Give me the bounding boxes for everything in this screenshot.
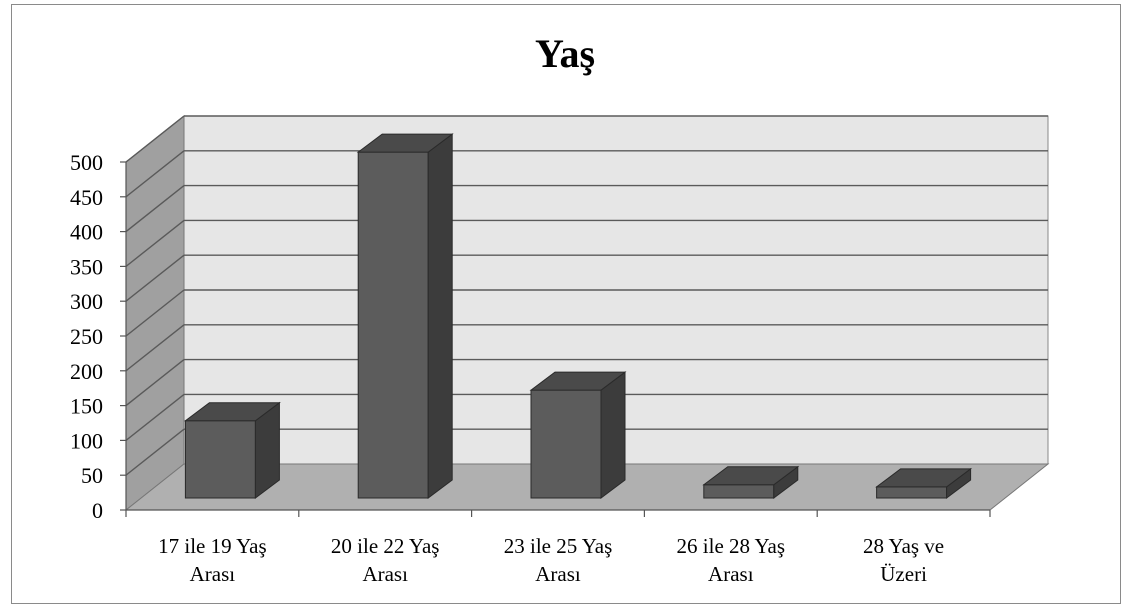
x-category-label: Arası [190,562,236,586]
x-category-label: 17 ile 19 Yaş [158,534,267,558]
y-tick-label: 50 [81,463,103,488]
y-tick-label: 100 [70,428,103,453]
gridline-side [125,219,185,267]
y-tick-label: 500 [70,150,103,175]
x-category-label: 26 ile 28 Yaş [677,534,786,558]
x-category-label: Arası [535,562,581,586]
y-tick-label: 350 [70,254,103,279]
gridline-side [125,393,185,441]
bar-side [600,371,626,499]
gridline-side [125,150,185,198]
gridline-side [125,185,185,233]
y-tick-label: 0 [92,498,103,523]
gridline-side [125,289,185,337]
bar-front [876,486,948,499]
bar-top [183,402,281,422]
bar-top [356,133,454,153]
x-category-label: Üzeri [880,562,927,586]
gridline-side [125,254,185,302]
x-category-label: Arası [708,562,754,586]
gridline-side [125,324,185,372]
x-category-label: 20 ile 22 Yaş [331,534,440,558]
y-tick-label: 300 [70,289,103,314]
y-tick-label: 200 [70,359,103,384]
chart-title: Yaş [534,31,596,76]
gridline-side [125,428,185,476]
y-tick-label: 250 [70,324,103,349]
bar-top [529,371,627,391]
x-category-label: 23 ile 25 Yaş [504,534,613,558]
bar-front [703,484,775,499]
bar-front [530,389,602,499]
gridline-side [125,359,185,407]
bar-top [702,466,800,486]
x-category-label: Arası [362,562,408,586]
bar-front [184,420,256,499]
y-tick-label: 400 [70,220,103,245]
y-tick-label: 450 [70,185,103,210]
bar-top [875,468,973,488]
bar-front [357,151,429,499]
y-tick-label: 150 [70,394,103,419]
bar-side [427,133,453,499]
gridline-side [125,115,185,163]
x-category-label: 28 Yaş ve [863,534,944,558]
